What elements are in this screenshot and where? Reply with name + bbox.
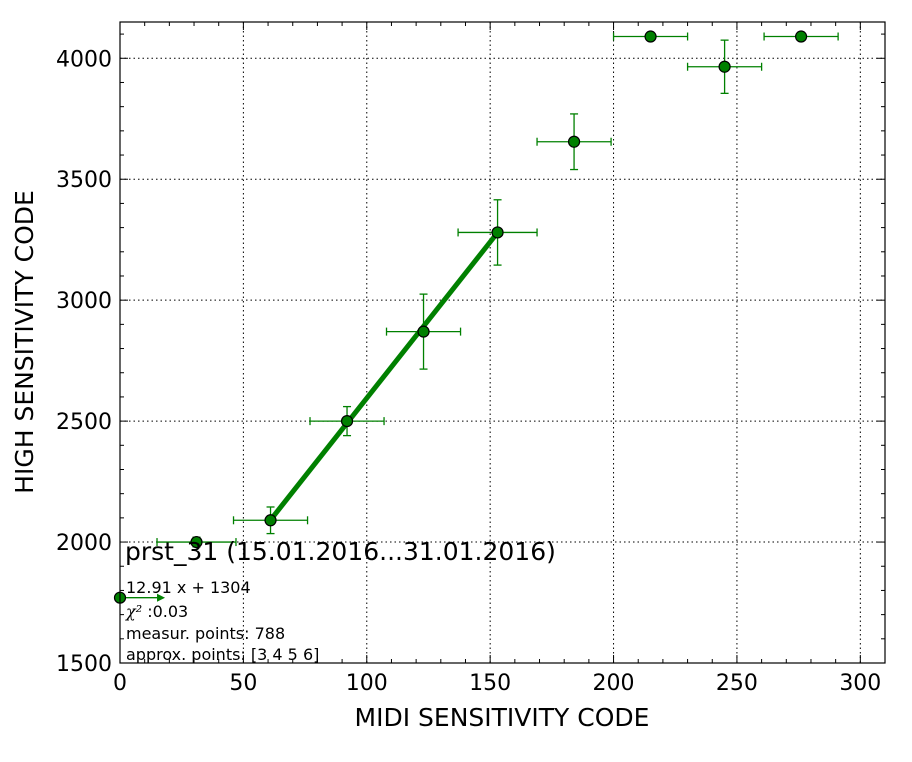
approx-points: approx. points: [3 4 5 6]: [126, 645, 319, 664]
data-point: [491, 226, 504, 239]
x-tick-label: 250: [716, 671, 758, 696]
y-tick-label: 2500: [56, 410, 112, 435]
measur-points: measur. points: 788: [126, 624, 285, 643]
x-tick-label: 300: [839, 671, 881, 696]
y-tick-label: 4000: [56, 47, 112, 72]
chi2-value: :0.03: [142, 602, 188, 621]
data-point: [264, 514, 277, 527]
plot-frame: [119, 21, 886, 664]
minor-ticks: [119, 22, 885, 664]
data-point: [190, 535, 203, 549]
y-tick-labels: 1500 2000 2500 3000 3500 4000: [56, 47, 112, 677]
chi2-symbol: χ²: [125, 602, 142, 621]
x-tick-label: 100: [346, 671, 388, 696]
x-tick-label: 150: [469, 671, 511, 696]
data-point: [644, 30, 657, 43]
data-point: [417, 325, 430, 338]
x-tick-labels: 0 50 100 150 200 250 300: [113, 671, 881, 696]
x-error-arrow: [157, 593, 166, 602]
data-point: [340, 415, 354, 428]
plot-background: [120, 22, 885, 663]
x-tick-label: 200: [593, 671, 635, 696]
chi2-annotation: χ² :0.03: [125, 602, 188, 621]
x-tick-label: 50: [229, 671, 257, 696]
fit-line: [268, 231, 500, 522]
y-tick-label: 2000: [56, 531, 112, 556]
grid: [120, 22, 885, 663]
data-point: [794, 30, 808, 43]
fit-line-group: [268, 231, 500, 522]
y-tick-label: 1500: [56, 652, 112, 677]
y-tick-label: 3000: [56, 289, 112, 314]
x-tick-label: 0: [113, 671, 127, 696]
x-axis-label: MIDI SENSITIVITY CODE: [355, 703, 650, 732]
y-tick-label: 3500: [56, 168, 112, 193]
fit-equation: 12.91 x + 1304: [126, 578, 251, 597]
data-points: [113, 30, 808, 604]
chart-title: prst_31 (15.01.2016...31.01.2016): [125, 537, 556, 566]
y-axis-label: HIGH SENSITIVITY CODE: [10, 190, 39, 494]
data-point: [567, 135, 581, 148]
data-point: [718, 60, 731, 73]
